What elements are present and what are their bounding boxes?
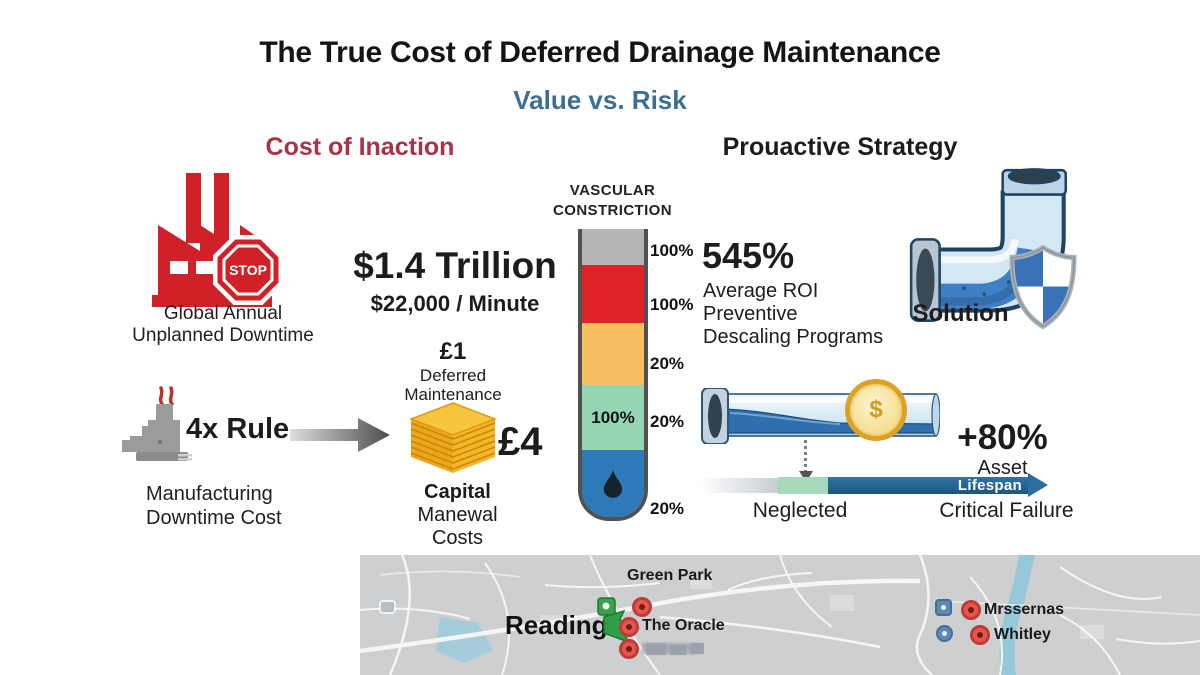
downtime-amount: $1.4 Trillion — [353, 245, 557, 286]
factory-stop-icon: STOP — [150, 167, 290, 315]
map-pin-blue-square — [935, 599, 952, 616]
rule-caption: Manufacturing Downtime Cost — [146, 483, 282, 529]
gauge-tick-3: 20% — [650, 354, 685, 373]
downtime-caption: Global Annual Unplanned Downtime — [132, 303, 314, 347]
shield-icon — [1008, 244, 1078, 330]
small-factory-icon — [116, 386, 204, 480]
map-pin-whitley — [970, 625, 990, 645]
gauge-tick-5: 20% — [650, 499, 685, 518]
gauge-segment-teal: 100% — [582, 385, 644, 450]
neglected-label: Neglected — [752, 499, 848, 522]
constriction-gauge: 100% — [578, 229, 648, 521]
map-pin-station — [619, 639, 639, 659]
timeline-green-segment — [778, 477, 828, 494]
critical-failure-label: Critical Failure — [939, 499, 1074, 522]
gauge-tick-1: 100% — [650, 241, 694, 260]
page-subtitle: Value vs. Risk — [513, 85, 687, 115]
roi-value: 545% — [702, 235, 795, 276]
timeline-bar-label: Lifespan — [957, 477, 1022, 494]
gauge-segment-red — [582, 265, 644, 323]
map-pin-mrssernas-label: Mrssernas — [984, 601, 1065, 618]
gauge-inner-label: 100% — [591, 407, 635, 427]
map-illegible-label — [642, 643, 702, 654]
map-roads — [360, 555, 1200, 675]
gold-stack-icon — [402, 401, 504, 475]
gauge-tick-2: 100% — [650, 295, 694, 314]
page-title: The True Cost of Deferred Drainage Maint… — [259, 36, 941, 69]
map-pin-green-park-label: Green Park — [627, 567, 713, 584]
asset-label: Asset — [977, 457, 1028, 479]
timeline-arrowhead — [1028, 473, 1048, 497]
ratio-top: £1 Deferred Maintenance — [393, 338, 513, 404]
timeline-blue-segment: Lifespan — [828, 477, 1028, 494]
rule-label: 4x Rule — [186, 413, 290, 445]
map-pin-blue-circle — [936, 625, 953, 642]
gauge-segment-gray — [582, 229, 644, 265]
roi-caption: Average ROI Preventive Descaling Program… — [703, 280, 884, 348]
dotted-arrow-head — [799, 471, 813, 482]
dotted-arrow-icon — [804, 440, 807, 473]
map-pin-green-park — [632, 597, 652, 617]
lifespan-timeline: Lifespan — [700, 473, 1048, 497]
ratio-bottom-value: £4 — [498, 420, 543, 464]
gauge-segment-blue — [582, 450, 644, 517]
map-pin-whitley-label: Whitley — [994, 626, 1051, 643]
gauge-tick-4: 20% — [650, 412, 685, 431]
map-pin-mrssernas — [961, 600, 981, 620]
stop-sign-text: STOP — [229, 262, 267, 278]
droplet-icon — [603, 469, 623, 498]
ratio-top-value: £1 — [439, 338, 467, 365]
gauge-title: VASCULAR CONSTRICTION — [553, 182, 672, 220]
timeline-gray-segment — [700, 478, 778, 493]
ratio-bottom-caption: Capital Manewal Costs — [417, 481, 498, 549]
downtime-rate: $22,000 / Minute — [370, 291, 540, 316]
map-city-label: Reading — [505, 610, 608, 640]
cost-of-inaction-header: Cost of Inaction — [265, 133, 455, 161]
map-pin-the-oracle-label: The Oracle — [642, 617, 725, 634]
dollar-coin-icon: $ — [845, 379, 907, 441]
solution-label: Solution — [912, 300, 1009, 327]
lifespan-value: +80% — [957, 418, 1048, 457]
map-pin-the-oracle — [619, 617, 639, 637]
reading-map: Reading Green Park Green Park The Oracle… — [360, 555, 1200, 675]
arrow-right-icon — [290, 416, 390, 454]
proactive-strategy-header: Prouactive Strategy — [722, 133, 958, 161]
gauge-segment-amber — [582, 323, 644, 385]
